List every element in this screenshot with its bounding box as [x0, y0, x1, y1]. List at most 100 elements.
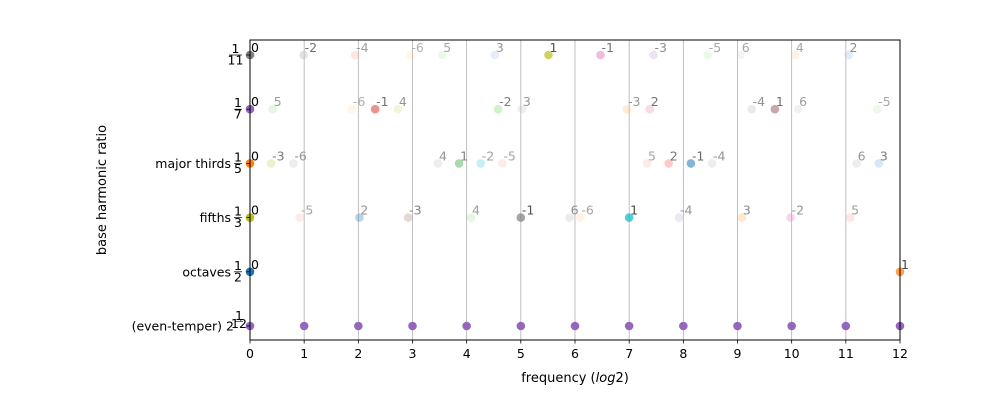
data-point [295, 213, 305, 222]
data-point [516, 213, 526, 222]
point-label: 5 [443, 40, 451, 55]
point-label: 6 [742, 40, 750, 55]
data-point [790, 50, 800, 60]
data-point [841, 321, 851, 331]
point-label: 2 [360, 203, 368, 218]
y-tick-label: 17 [234, 95, 242, 122]
point-label: 5 [274, 94, 282, 109]
data-point [289, 159, 298, 168]
point-label: 6 [799, 94, 807, 109]
data-point [624, 321, 634, 331]
point-label: -5 [503, 148, 515, 163]
data-point [624, 213, 634, 222]
point-label: 3 [743, 203, 751, 218]
x-tick-label: 5 [517, 346, 525, 361]
point-label: 4 [399, 94, 407, 109]
svg-text:major thirds: major thirds [155, 156, 231, 171]
svg-text:2: 2 [234, 269, 242, 284]
data-point [733, 321, 742, 331]
data-point [466, 213, 476, 222]
point-label: -3 [272, 148, 284, 163]
y-axis-ticks: (even-temper) 211212octaves13fifths15maj… [132, 41, 250, 334]
data-point [664, 159, 674, 168]
point-label: -4 [713, 148, 726, 163]
svg-text:7: 7 [234, 107, 242, 122]
data-point [370, 104, 380, 114]
svg-text:3: 3 [234, 215, 242, 230]
vertical-grid [249, 40, 901, 340]
data-point [403, 213, 413, 222]
data-point [852, 159, 861, 168]
x-axis-ticks: 0 1 2 3 4 5 6 7 8 9 10 11 12 [246, 340, 908, 361]
svg-text:1: 1 [232, 41, 240, 56]
data-point [793, 104, 803, 114]
data-point [454, 159, 464, 168]
point-label: -2 [499, 94, 511, 109]
point-label: -6 [411, 40, 424, 55]
x-axis-label: frequency (log2) [521, 371, 629, 386]
point-label: -6 [581, 203, 594, 218]
y-axis-label: base harmonic ratio [95, 125, 110, 255]
data-point [674, 213, 684, 222]
point-label: -4 [753, 94, 766, 109]
data-point [490, 50, 500, 60]
svg-text:fifths: fifths [200, 210, 231, 225]
svg-text:1: 1 [234, 204, 242, 219]
point-label: -2 [792, 203, 804, 218]
data-point [544, 50, 553, 60]
data-point [476, 159, 486, 168]
data-point [354, 321, 363, 331]
x-tick-label: 0 [246, 346, 254, 361]
point-label: -2 [305, 40, 317, 55]
point-label: -1 [601, 40, 613, 55]
data-point [737, 213, 747, 222]
x-tick-label: 10 [784, 346, 800, 361]
data-point [565, 213, 574, 222]
point-label: 0 [251, 94, 259, 109]
x-tick-label: 2 [354, 346, 362, 361]
point-label: -1 [692, 148, 704, 163]
data-point [649, 50, 658, 60]
data-point [498, 159, 507, 168]
data-point [645, 104, 655, 114]
data-point [299, 50, 308, 60]
point-label: -5 [709, 40, 721, 55]
data-point [408, 321, 417, 331]
svg-text:11: 11 [228, 53, 244, 68]
data-point [707, 159, 717, 168]
x-tick-label: 12 [892, 346, 908, 361]
point-label: -1 [376, 94, 388, 109]
x-tick-label: 11 [838, 346, 854, 361]
point-label: -5 [301, 203, 313, 218]
point-label: 6 [858, 148, 866, 163]
data-point [576, 213, 585, 222]
point-label: -1 [522, 203, 534, 218]
point-label: 1 [630, 203, 638, 218]
point-label: 4 [796, 40, 804, 55]
point-label: -6 [353, 94, 366, 109]
data-point [266, 159, 276, 168]
point-label: 2 [651, 94, 659, 109]
data-point [355, 213, 364, 222]
x-tick-label: 7 [625, 346, 633, 361]
data-point [516, 321, 526, 331]
data-point [517, 104, 527, 114]
data-point [786, 213, 795, 222]
data-point [874, 159, 884, 168]
point-label: 0 [251, 203, 259, 218]
point-label: -2 [482, 148, 494, 163]
point-label: 1 [460, 148, 468, 163]
data-point [437, 50, 447, 60]
x-tick-label: 9 [734, 346, 742, 361]
point-label: 2 [850, 40, 858, 55]
data-point [747, 104, 756, 114]
svg-text:1: 1 [234, 258, 242, 273]
data-point [570, 321, 580, 331]
svg-text:5: 5 [234, 161, 242, 176]
svg-text:12: 12 [231, 316, 247, 331]
data-point [622, 104, 632, 114]
